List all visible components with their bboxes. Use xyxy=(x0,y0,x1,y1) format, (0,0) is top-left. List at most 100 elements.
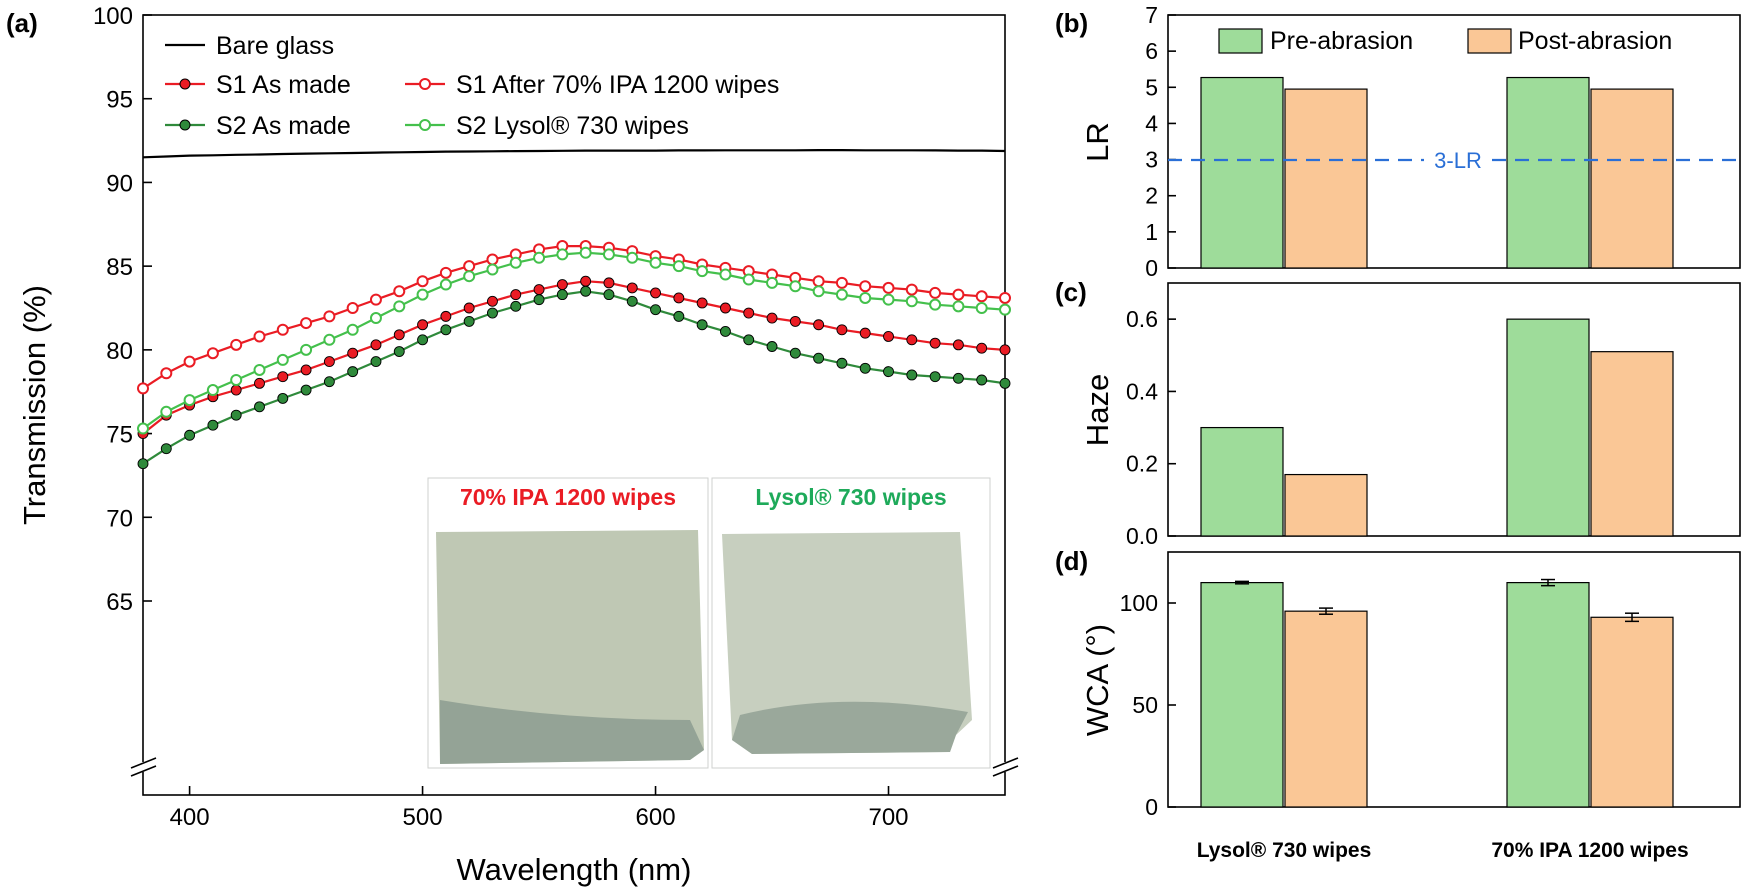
y-tick-label-100: 100 xyxy=(93,3,133,30)
y-tick-label-75: 75 xyxy=(106,422,133,449)
inset-sample-ipa xyxy=(436,530,704,764)
series-3-point-29 xyxy=(813,352,825,364)
panel-c-label: (c) xyxy=(1055,277,1087,307)
series-2-point-13 xyxy=(439,266,452,279)
series-3-point-2 xyxy=(184,429,196,441)
inset-caption-ipa: 70% IPA 1200 wipes xyxy=(460,484,676,510)
y-tick-label-85: 85 xyxy=(106,254,133,281)
series-4-point-34 xyxy=(929,298,942,311)
legend-label-bare-glass: Bare glass xyxy=(216,32,334,60)
series-2-point-12 xyxy=(416,275,429,288)
series-4-point-21 xyxy=(626,251,639,264)
panel-b-y-axis: 0 1 2 3 4 5 6 7 xyxy=(1145,2,1176,281)
series-4-point-6 xyxy=(276,353,289,366)
series-4-point-11 xyxy=(393,300,406,313)
series-2-point-33 xyxy=(905,283,918,296)
series-2-point-15 xyxy=(486,253,499,266)
series-2-point-10 xyxy=(369,293,382,306)
series-4-point-26 xyxy=(742,273,755,286)
series-1-point-18 xyxy=(556,279,568,291)
series-3-point-27 xyxy=(766,341,778,352)
series-4-point-17 xyxy=(533,251,546,264)
series-4-point-33 xyxy=(905,295,918,308)
series-4-point-18 xyxy=(556,248,569,261)
series-1-point-16 xyxy=(510,289,522,301)
series-4-point-15 xyxy=(486,263,499,276)
series-2-point-31 xyxy=(859,280,872,293)
panel-a-x-axis: 400 500 600 700 xyxy=(170,786,909,831)
legend-label-post-abrasion: Post-abrasion xyxy=(1518,27,1672,55)
series-4-point-29 xyxy=(812,285,825,298)
reference-line-label: 3-LR xyxy=(1434,148,1482,173)
series-3-point-18 xyxy=(556,289,568,301)
y-tick-label-95: 95 xyxy=(106,87,133,114)
series-4-point-22 xyxy=(649,256,662,269)
y-tick-label-0.2: 0.2 xyxy=(1126,451,1158,477)
bar-0-1 xyxy=(1506,76,1590,269)
category-label-0: Lysol® 730 wipes xyxy=(1197,839,1372,862)
series-3-point-32 xyxy=(883,366,894,378)
series-1-point-19 xyxy=(580,275,592,287)
bar-1-1 xyxy=(1590,616,1674,808)
series-2-point-36 xyxy=(975,290,988,303)
series-2-point-35 xyxy=(952,288,965,301)
series-4-point-27 xyxy=(766,276,779,289)
series-3-point-22 xyxy=(650,304,661,316)
series-1-point-34 xyxy=(929,337,941,349)
series-2-point-0 xyxy=(137,382,149,395)
series-1-point-11 xyxy=(393,329,405,341)
inset-sample-lysol xyxy=(722,532,972,754)
series-1-point-5 xyxy=(254,377,265,389)
series-3-point-37 xyxy=(999,377,1011,389)
series-1-point-15 xyxy=(487,295,498,307)
series-2-point-29 xyxy=(812,275,825,288)
series-1-point-26 xyxy=(743,307,755,319)
series-3-point-0 xyxy=(137,458,149,470)
series-4-point-19 xyxy=(579,246,592,259)
panel-a-transmission-chart: 65 70 75 80 85 90 95 100 400 500 600 700 70% IPA 1… xyxy=(6,3,1019,887)
y-tick-label-50: 50 xyxy=(1132,692,1158,718)
series-1-point-28 xyxy=(789,315,801,327)
series-4-point-3 xyxy=(206,384,219,397)
series-4-point-31 xyxy=(859,291,872,304)
panel-b-lr-chart: 0 1 2 3 4 5 6 7 (b) LR 3-LR Pre-abrasion Post-a… xyxy=(1055,2,1741,281)
series-4-point-4 xyxy=(230,373,243,386)
series-3-point-34 xyxy=(929,371,941,383)
series-3-point-26 xyxy=(743,334,755,346)
panel-d-plot-frame xyxy=(1167,551,1741,808)
series-1-point-4 xyxy=(230,384,242,396)
series-3-point-15 xyxy=(487,307,498,319)
series-1-point-21 xyxy=(626,282,638,294)
panel-b-label: (b) xyxy=(1055,8,1088,38)
series-1-point-9 xyxy=(347,347,359,359)
series-4-point-23 xyxy=(672,260,685,273)
series-4-point-30 xyxy=(835,288,848,301)
series-3-point-33 xyxy=(906,369,918,381)
panel-b-plot-frame xyxy=(1167,14,1741,269)
series-line-2 xyxy=(142,245,1006,390)
series-line-1 xyxy=(142,280,1006,435)
series-1-point-13 xyxy=(440,310,452,322)
series-4-point-16 xyxy=(509,256,522,269)
series-line-0 xyxy=(142,149,1006,159)
y-tick-label-0.6: 0.6 xyxy=(1126,306,1158,332)
series-4-point-1 xyxy=(160,405,173,418)
series-3-point-17 xyxy=(533,294,545,306)
series-3-point-23 xyxy=(673,310,685,322)
panel-a-label: (a) xyxy=(6,8,38,38)
series-1-point-36 xyxy=(976,342,988,354)
series-1-point-23 xyxy=(673,292,685,304)
series-1-point-27 xyxy=(766,312,778,324)
y-tick-label-2: 2 xyxy=(1145,183,1158,209)
series-3-point-21 xyxy=(626,295,638,307)
series-1-point-8 xyxy=(323,356,335,368)
panel-c-plot-frame xyxy=(1167,282,1741,537)
series-3-point-4 xyxy=(230,409,242,421)
series-line-3 xyxy=(142,290,1006,465)
y-tick-label-0: 0 xyxy=(1145,255,1158,281)
series-3-point-13 xyxy=(440,324,452,336)
series-1-point-37 xyxy=(999,344,1011,356)
y-tick-label-65: 65 xyxy=(106,589,133,616)
axis-break-marks xyxy=(130,757,1019,777)
